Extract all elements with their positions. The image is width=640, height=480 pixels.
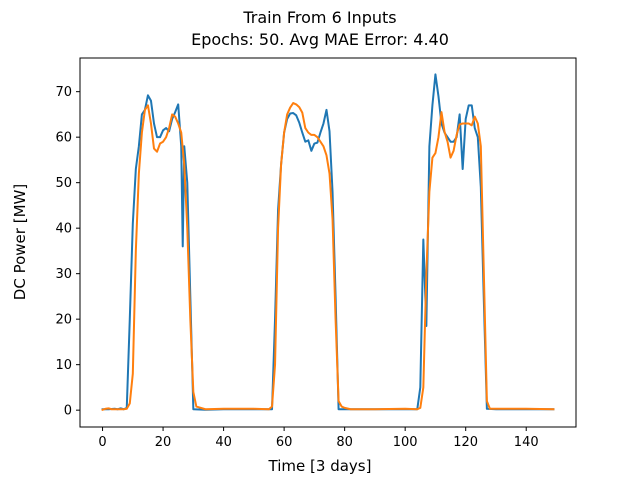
y-tick-label: 50 <box>55 176 72 191</box>
y-axis-label: DC Power [MW] <box>11 184 29 300</box>
x-tick-label: 0 <box>98 435 106 450</box>
y-tick-label: 0 <box>64 404 72 419</box>
x-axis-label: Time [3 days] <box>268 457 372 475</box>
chart-subtitle: Epochs: 50. Avg MAE Error: 4.40 <box>191 30 449 49</box>
y-tick-label: 40 <box>55 222 72 237</box>
series-line-2 <box>101 102 555 411</box>
y-tick-label: 10 <box>55 358 72 373</box>
x-tick-label: 120 <box>453 435 478 450</box>
x-tick-label: 80 <box>336 435 353 450</box>
chart-title: Train From 6 Inputs <box>242 8 396 27</box>
y-tick-label: 30 <box>55 267 72 282</box>
plot-area: 0 20 40 60 80 100 120 140 0 10 20 30 40 50 60 70 <box>55 73 555 450</box>
series-line-1 <box>101 73 555 411</box>
x-tick-label: 60 <box>276 435 293 450</box>
x-tick-label: 140 <box>514 435 539 450</box>
x-tick-label: 100 <box>393 435 418 450</box>
y-tick-label: 60 <box>55 131 72 146</box>
x-tick-label: 40 <box>215 435 232 450</box>
y-tick-label: 70 <box>55 85 72 100</box>
x-tick-label: 20 <box>155 435 172 450</box>
y-tick-label: 20 <box>55 313 72 328</box>
axes-frame <box>79 57 577 428</box>
